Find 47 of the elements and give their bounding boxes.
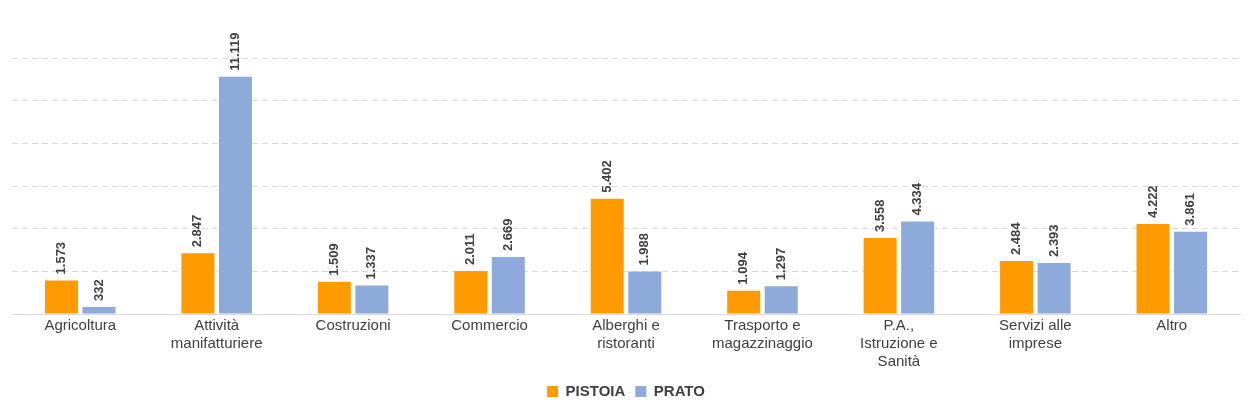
data-label: 2.393 [1045,224,1061,257]
x-tick-label: Costruzioni [315,316,391,334]
x-tick-label: Trasporto e magazzinaggio [711,316,813,352]
bar [44,280,78,314]
data-label: 1.337 [363,246,379,280]
data-label: 3.861 [1182,193,1198,226]
x-tick-label: P.A., Istruzione e Sanità [860,316,938,370]
data-label: 1.988 [636,233,652,266]
bar [1037,262,1071,314]
data-label: 1.573 [53,241,69,275]
data-label: 2.669 [499,218,515,252]
bar [181,253,215,314]
data-label: 4.222 [1144,185,1160,218]
data-label: 2.484 [1008,221,1024,256]
bar [628,271,662,314]
data-label: 1.509 [325,243,341,276]
bar [491,257,525,314]
data-label: 11.119 [227,32,243,71]
bar [901,221,935,314]
data-label: 3.558 [871,199,887,233]
bar [863,238,897,314]
x-tick-label: Altro [1156,316,1188,334]
data-label: 2.011 [462,233,478,266]
bar [454,271,488,314]
data-label: 5.402 [598,160,614,193]
x-tick-label: Servizi alle imprese [999,316,1072,352]
bar [82,306,116,314]
x-tick-label: Attività manifatturiere [170,316,263,352]
bar [764,286,798,314]
bar [317,281,351,314]
bar [590,198,624,314]
data-label: 1.297 [772,247,788,281]
x-tick-label: Commercio [451,316,528,334]
bar [1174,231,1208,314]
data-label: 2.847 [189,214,205,248]
bar [1136,223,1170,314]
x-tick-label: Agricoltura [44,316,117,334]
data-label: 1.094 [735,251,751,285]
legend-label: PISTOIA [565,381,626,399]
bar [1000,261,1034,314]
data-label: 332 [90,279,106,301]
bar [355,285,389,314]
data-label: 4.334 [909,182,925,216]
x-tick-label: Alberghi e ristoranti [592,316,660,352]
bar [727,290,761,314]
legend-label: PRATO [653,381,706,399]
bar [218,76,252,314]
